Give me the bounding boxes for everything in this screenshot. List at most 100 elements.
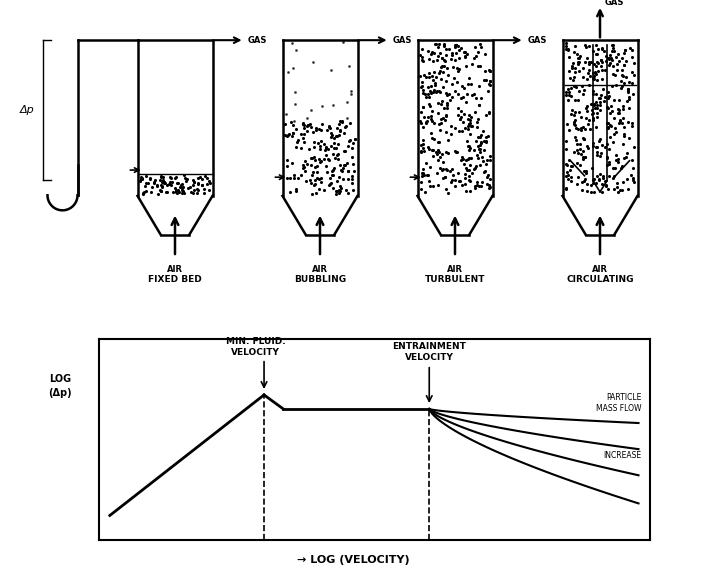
Point <box>417 136 429 145</box>
Point <box>596 148 607 157</box>
Point <box>462 141 474 150</box>
Point <box>146 183 157 192</box>
Point <box>301 113 313 122</box>
Point <box>566 61 578 71</box>
Point <box>460 52 471 61</box>
Point <box>436 96 448 106</box>
Point <box>615 164 626 173</box>
Point <box>616 82 627 91</box>
Point <box>578 134 589 143</box>
Point <box>626 170 637 179</box>
Point <box>602 88 614 97</box>
Point <box>449 55 460 64</box>
Point <box>417 82 428 91</box>
Point <box>627 119 638 128</box>
Point <box>562 95 573 104</box>
Point <box>429 67 440 76</box>
Point <box>179 170 190 179</box>
Point <box>560 183 571 192</box>
Point <box>342 174 354 184</box>
Point <box>417 139 429 148</box>
Point <box>623 184 634 193</box>
Point <box>473 100 484 109</box>
Point <box>623 87 634 96</box>
Point <box>455 107 467 116</box>
Point <box>433 42 444 52</box>
Point <box>334 185 345 195</box>
Point <box>562 174 573 183</box>
Point <box>561 172 572 181</box>
Point <box>450 86 461 95</box>
Point <box>440 173 451 182</box>
Point <box>591 178 602 187</box>
Point <box>306 154 318 163</box>
Point <box>594 97 605 106</box>
Point <box>609 71 621 80</box>
Point <box>341 158 352 168</box>
Point <box>420 158 431 167</box>
Point <box>455 177 466 186</box>
Point <box>484 151 495 160</box>
Point <box>605 102 616 111</box>
Point <box>465 161 476 170</box>
Point <box>331 131 342 141</box>
Point <box>280 119 291 129</box>
Point <box>325 66 337 75</box>
Point <box>562 84 573 94</box>
Point <box>480 137 491 146</box>
Point <box>618 104 629 114</box>
Point <box>594 101 606 110</box>
Point <box>432 108 443 118</box>
Point <box>593 93 604 102</box>
Point <box>299 137 310 146</box>
Point <box>467 60 478 69</box>
Point <box>172 185 184 194</box>
Point <box>429 78 441 87</box>
Point <box>424 177 435 186</box>
Point <box>321 168 333 177</box>
Point <box>158 177 169 187</box>
Point <box>442 91 453 100</box>
Point <box>480 166 491 176</box>
Point <box>309 138 320 147</box>
Point <box>561 45 572 54</box>
Point <box>330 189 342 198</box>
Point <box>302 120 313 129</box>
Point <box>613 157 624 166</box>
Point <box>573 173 584 182</box>
Point <box>570 123 582 133</box>
Point <box>188 188 199 197</box>
Point <box>582 187 593 196</box>
Point <box>284 130 295 139</box>
Point <box>617 178 628 187</box>
Point <box>578 176 590 185</box>
Point <box>435 99 446 108</box>
Point <box>590 103 601 112</box>
Point <box>421 72 432 82</box>
Point <box>421 117 432 126</box>
Point <box>426 72 438 81</box>
Point <box>578 152 589 161</box>
Point <box>348 166 359 176</box>
Point <box>595 90 606 99</box>
Point <box>426 49 437 59</box>
Point <box>418 146 429 156</box>
Text: AIR: AIR <box>592 265 608 274</box>
Point <box>476 153 487 162</box>
Point <box>483 79 494 88</box>
Point <box>298 162 309 172</box>
Point <box>313 125 324 134</box>
Point <box>344 118 355 127</box>
Point <box>607 44 618 53</box>
Point <box>299 167 311 176</box>
Point <box>416 77 427 86</box>
Point <box>285 187 296 196</box>
Point <box>580 152 591 161</box>
Point <box>602 140 613 149</box>
Point <box>569 121 580 130</box>
Point <box>587 138 599 148</box>
Text: FIXED BED: FIXED BED <box>148 275 202 284</box>
Point <box>440 88 451 98</box>
Point <box>614 109 625 118</box>
Point <box>610 150 621 159</box>
